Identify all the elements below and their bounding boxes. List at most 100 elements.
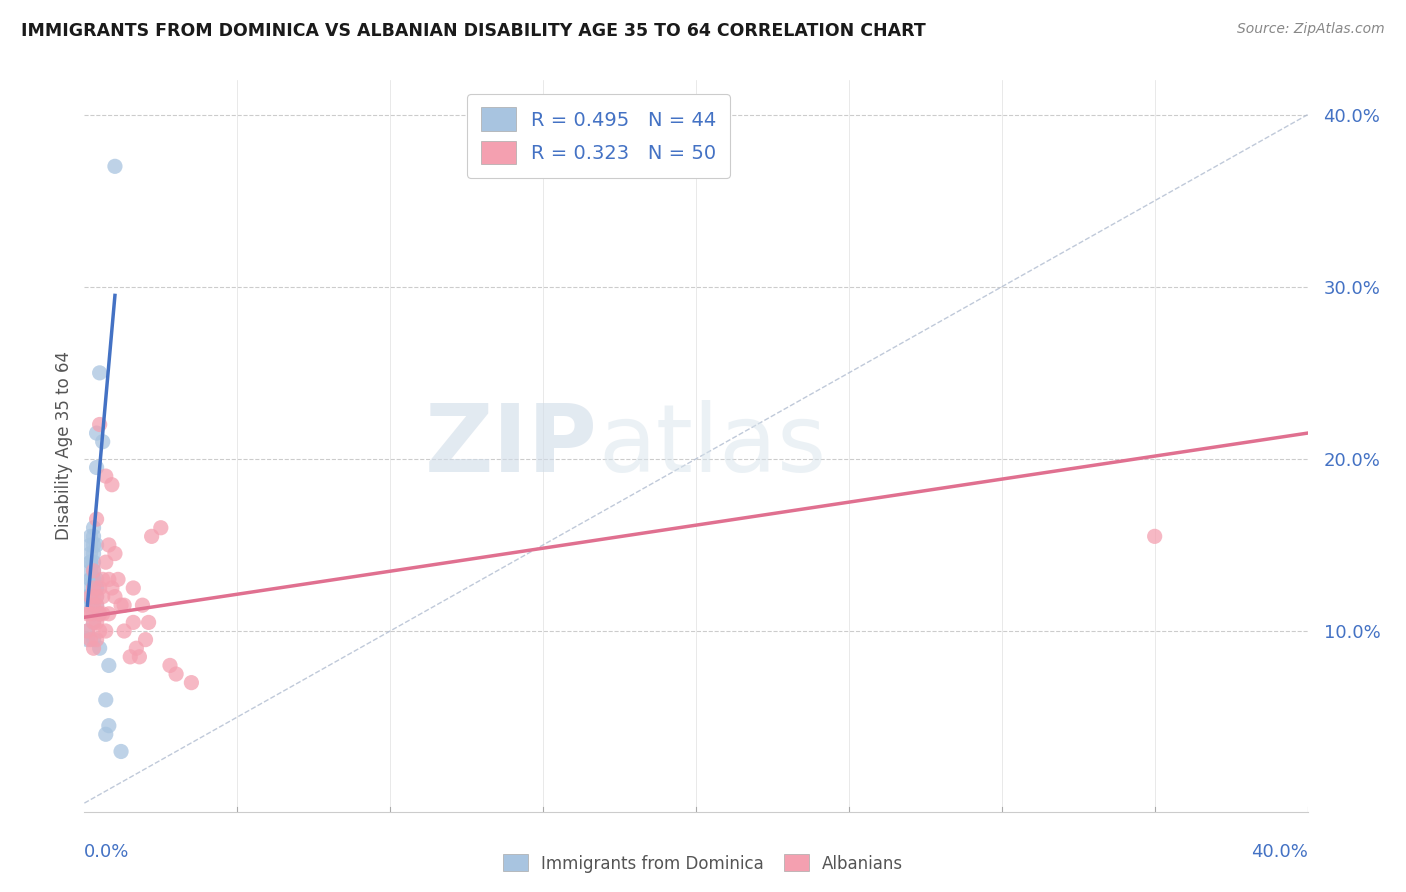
Point [83, 615, 105, 630]
Text: IMMIGRANTS FROM DOMINICA VS ALBANIAN DISABILITY AGE 35 TO 64 CORRELATION CHART: IMMIGRANTS FROM DOMINICA VS ALBANIAN DIS… [21, 22, 925, 40]
Point [97, 658, 120, 673]
Point [83, 564, 105, 578]
Point [120, 649, 142, 664]
Point [94, 555, 117, 569]
Point [112, 624, 135, 638]
Point [141, 529, 163, 543]
Point [97, 607, 120, 621]
Point [128, 649, 150, 664]
Point [104, 159, 127, 173]
Point [83, 598, 105, 612]
Point [76, 624, 98, 638]
Point [86, 598, 108, 612]
Point [112, 598, 135, 612]
Point [79, 555, 101, 569]
Point [83, 573, 105, 587]
Point [86, 590, 108, 604]
Point [86, 538, 108, 552]
Point [131, 598, 153, 612]
Point [89, 607, 111, 621]
Point [91, 607, 114, 621]
Point [79, 573, 101, 587]
Point [76, 590, 98, 604]
Point [86, 615, 108, 630]
Point [79, 529, 101, 543]
Point [89, 417, 111, 432]
Point [83, 573, 105, 587]
Point [79, 607, 101, 621]
Point [97, 538, 120, 552]
Point [76, 607, 98, 621]
Point [122, 581, 145, 595]
Point [94, 624, 117, 638]
Point [83, 555, 105, 569]
Point [89, 641, 111, 656]
Point [79, 547, 101, 561]
Text: Source: ZipAtlas.com: Source: ZipAtlas.com [1237, 22, 1385, 37]
Point [86, 573, 108, 587]
Point [83, 581, 105, 595]
Point [83, 538, 105, 552]
Point [79, 573, 101, 587]
Point [83, 615, 105, 630]
Point [79, 632, 101, 647]
Point [110, 598, 132, 612]
Point [83, 607, 105, 621]
Point [101, 581, 124, 595]
Legend: Immigrants from Dominica, Albanians: Immigrants from Dominica, Albanians [496, 847, 910, 880]
Point [76, 624, 98, 638]
Point [79, 581, 101, 595]
Y-axis label: Disability Age 35 to 64: Disability Age 35 to 64 [55, 351, 73, 541]
Point [83, 590, 105, 604]
Point [94, 727, 117, 741]
Point [91, 590, 114, 604]
Point [89, 581, 111, 595]
Point [83, 564, 105, 578]
Point [86, 598, 108, 612]
Point [149, 521, 172, 535]
Point [86, 590, 108, 604]
Point [76, 598, 98, 612]
Point [86, 581, 108, 595]
Point [104, 547, 127, 561]
Point [165, 667, 187, 681]
Point [83, 641, 105, 656]
Text: atlas: atlas [598, 400, 827, 492]
Point [122, 615, 145, 630]
Legend: R = 0.495   N = 44, R = 0.323   N = 50: R = 0.495 N = 44, R = 0.323 N = 50 [467, 94, 730, 178]
Point [79, 555, 101, 569]
Text: 40.0%: 40.0% [1251, 843, 1308, 861]
Text: ZIP: ZIP [425, 400, 598, 492]
Point [180, 675, 202, 690]
Point [86, 460, 108, 475]
Point [94, 693, 117, 707]
Point [110, 744, 132, 758]
Point [79, 538, 101, 552]
Point [138, 615, 160, 630]
Point [83, 547, 105, 561]
Point [83, 521, 105, 535]
Point [89, 607, 111, 621]
Point [86, 426, 108, 441]
Text: 0.0%: 0.0% [84, 843, 129, 861]
Point [94, 469, 117, 483]
Point [89, 366, 111, 380]
Point [86, 512, 108, 526]
Point [86, 632, 108, 647]
Point [83, 598, 105, 612]
Point [86, 581, 108, 595]
Point [107, 573, 129, 587]
Point [97, 573, 120, 587]
Point [1143, 529, 1166, 543]
Point [135, 632, 157, 647]
Point [83, 632, 105, 647]
Point [79, 564, 101, 578]
Point [104, 590, 127, 604]
Point [125, 641, 148, 656]
Point [97, 719, 120, 733]
Point [79, 590, 101, 604]
Point [91, 434, 114, 449]
Point [76, 632, 98, 647]
Point [101, 477, 124, 491]
Point [159, 658, 181, 673]
